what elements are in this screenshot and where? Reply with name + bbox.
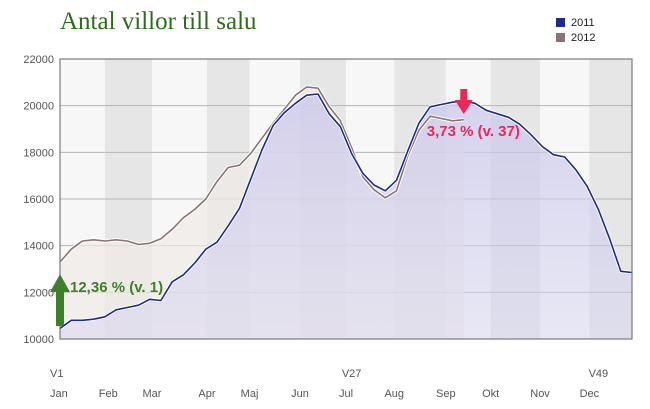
legend: 2011 2012 [556,15,595,45]
month-tick-label: Okt [482,388,499,400]
y-tick-label: 18000 [23,147,54,159]
month-tick-label: Apr [198,388,215,400]
y-tick-label: 14000 [23,241,54,253]
y-tick-label: 20000 [23,101,54,113]
legend-item-2011[interactable]: 2011 [556,15,595,30]
month-tick-label: Feb [99,388,118,400]
annotation-week37: 3,73 % (v. 37) [427,123,520,140]
y-tick-label: 10000 [23,334,54,346]
chart-title: Antal villor till salu [60,8,257,35]
week-tick-label: V1 [50,368,63,380]
legend-swatch-2012 [556,33,565,42]
legend-item-2012[interactable]: 2012 [556,30,595,45]
down-arrow-icon [454,89,473,114]
week-tick-label: V49 [589,368,609,380]
month-tick-label: Jan [50,388,68,400]
line-2012 [59,86,464,263]
legend-swatch-2011 [556,18,565,27]
week-tick-label: V27 [342,368,362,380]
annotations: 12,36 % (v. 1) 3,73 % (v. 37) [50,89,520,327]
annotation-week1: 12,36 % (v. 1) [70,279,163,296]
y-axis: 10000 12000 14000 16000 18000 20000 22000 [23,54,54,346]
month-tick-label: Sep [436,388,456,400]
x-axis: V1 V27 V49 Jan Feb Mar Apr Maj Jun Jul Aug Sep Okt No… [50,368,608,400]
plot-frame [59,58,633,340]
month-tick-label: Mar [142,388,161,400]
line-2011 [59,93,633,330]
month-tick-label: Maj [241,388,259,400]
series-areas [60,87,632,339]
y-tick-label: 12000 [23,287,54,299]
y-tick-label: 16000 [23,194,54,206]
legend-label-2011: 2011 [571,16,595,29]
y-tick-label: 22000 [23,54,54,66]
month-tick-label: Jun [291,388,309,400]
area-2011 [60,94,632,339]
month-tick-label: Dec [580,388,600,400]
month-tick-label: Jul [339,388,353,400]
month-tick-label: Nov [530,388,550,400]
month-tick-label: Aug [384,388,404,400]
series-lines [58,85,633,330]
legend-label-2012: 2012 [571,31,596,44]
up-arrow-icon [50,274,70,327]
